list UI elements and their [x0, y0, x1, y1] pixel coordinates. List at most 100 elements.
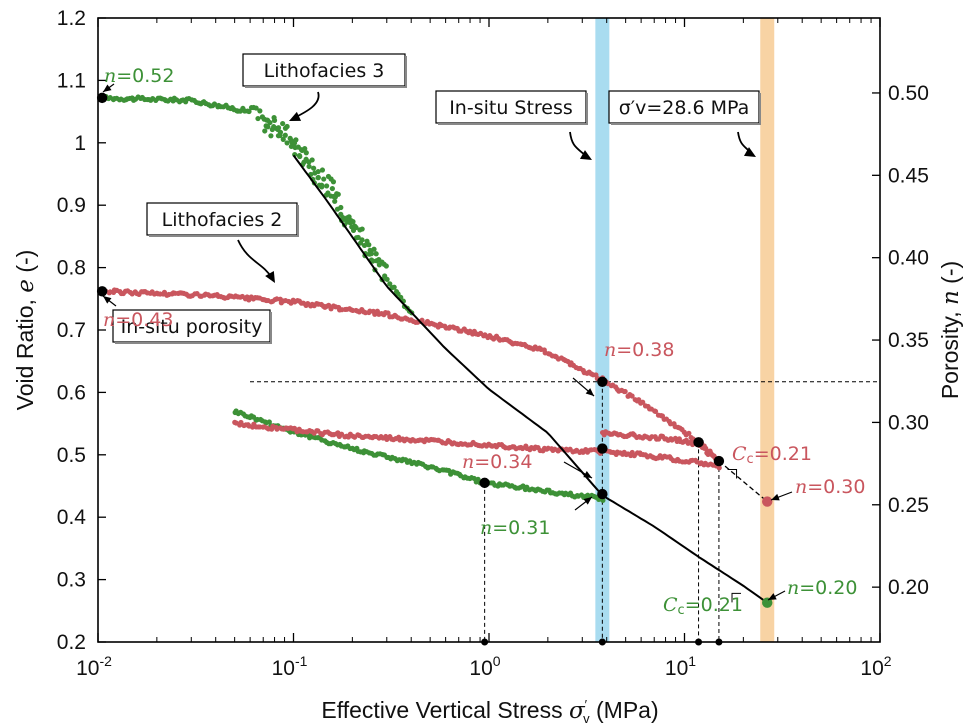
data-point	[353, 235, 360, 241]
data-point	[315, 174, 321, 181]
data-point	[255, 115, 261, 122]
x-axis-title: Effective Vertical Stress σ′ v (MPa)	[321, 697, 658, 726]
y-tick-label: 1.2	[57, 7, 86, 30]
cc-red-label-part: c	[747, 452, 754, 467]
sigma-v-arrow-head	[743, 147, 756, 157]
series-green_loading	[100, 93, 415, 316]
data-point	[319, 184, 325, 190]
y2-tick-label: 0.25	[888, 494, 929, 517]
data-point	[716, 465, 722, 471]
key-point	[713, 455, 725, 467]
y-tick-label: 1	[74, 132, 86, 155]
key-point	[96, 92, 108, 104]
data-point	[280, 120, 286, 127]
data-point	[319, 167, 326, 173]
data-point	[267, 119, 273, 126]
n038-label: n=0.38	[604, 339, 674, 361]
y-tick-label: 0.8	[57, 257, 86, 280]
axes: 10-2 10-1 100 101 1020.20.30.40.50.60.70.80.…	[12, 7, 964, 726]
cc-red-label-part: =0.21	[754, 443, 812, 465]
n038-arrow	[572, 377, 595, 397]
x-axis-title-part: v	[583, 711, 590, 726]
data-point	[652, 408, 659, 414]
max-stress-band	[760, 18, 775, 642]
data-point	[257, 108, 263, 114]
n020-label: n=0.20	[787, 577, 857, 599]
data-point	[315, 168, 321, 175]
data-point	[306, 163, 312, 170]
n030-label-part: n	[795, 476, 807, 498]
sigma-v-label-shadow-side	[759, 93, 761, 125]
n020-label-part: n	[787, 577, 799, 599]
data-point	[268, 133, 274, 139]
data-point	[383, 263, 389, 269]
data-point	[686, 430, 692, 436]
data-point	[311, 165, 317, 171]
n043-label-part: =0.43	[115, 309, 173, 331]
lithofacies3-label: Lithofacies 3	[242, 53, 407, 88]
n052-label: n=0.52	[104, 65, 174, 87]
sigma-v-label-box	[608, 90, 760, 124]
in-situ-stress-label-shadow	[438, 123, 588, 125]
y2-axis-title-part: (-)	[937, 261, 963, 290]
data-point	[330, 179, 337, 185]
n020-arrow	[767, 590, 786, 601]
key-point	[96, 286, 108, 297]
data-point	[329, 185, 335, 192]
x-axis-title-part: σ	[569, 698, 586, 724]
n052-label-part: =0.52	[116, 65, 174, 87]
in-situ-porosity-label-shadow	[115, 342, 272, 344]
in-situ-porosity-label: In-situ porosity	[112, 309, 272, 344]
data-point	[280, 136, 286, 142]
in-situ-stress-arrow	[569, 131, 592, 160]
sigma-v-label: σ′v=28.6 MPa	[608, 90, 761, 125]
lithofacies2-label-shadow-side	[297, 205, 299, 237]
data-point	[622, 388, 628, 395]
key-point	[693, 437, 704, 448]
x-axis-title-part: Effective Vertical Stress	[321, 697, 569, 723]
lithofacies2-label: Lithofacies 2	[146, 202, 299, 237]
data-point	[302, 146, 308, 152]
slope-mark-red	[727, 469, 738, 479]
y-tick-label: 0.3	[57, 569, 86, 592]
n052-arrow-head	[103, 84, 112, 92]
x-tick-exponent: 0	[493, 653, 501, 669]
y-axis-title: Void Ratio, e (-)	[12, 250, 39, 411]
cc-green-label-part: c	[678, 603, 685, 618]
data-point	[335, 191, 341, 197]
y-tick-label: 0.6	[57, 381, 86, 404]
cc-green-label: Cc=0.21	[663, 594, 743, 618]
data-point	[321, 176, 327, 182]
reference-lines	[250, 381, 880, 646]
in-situ-porosity-label-label: In-situ porosity	[121, 316, 263, 338]
data-point	[373, 251, 379, 257]
data-point	[284, 140, 290, 146]
n031-arrow-head	[583, 497, 592, 505]
n043-arrow	[102, 295, 117, 307]
red-extrapolation-line	[718, 460, 768, 503]
n031-label: n=0.31	[480, 517, 550, 539]
data-point	[282, 132, 288, 138]
n034-arrow	[563, 461, 593, 479]
data-point	[350, 219, 356, 225]
n034-label: n=0.34	[462, 451, 532, 473]
y2-axis-title-part: Porosity,	[937, 305, 963, 399]
data-point	[297, 153, 303, 160]
y-tick-label: 0.7	[57, 319, 86, 342]
stress-bands	[595, 18, 775, 642]
data-point	[332, 198, 338, 204]
lithofacies2-arrow-stem	[237, 239, 273, 279]
lithofacies3-arrow-head	[289, 111, 302, 121]
in-situ-stress-label: In-situ Stress	[435, 90, 588, 125]
data-point	[384, 276, 390, 282]
data-point	[253, 105, 259, 111]
cc-green-label-part: =0.21	[685, 594, 743, 616]
x-tick-label: 101	[665, 653, 696, 680]
n034-label-part: =0.34	[474, 451, 532, 473]
data-point	[368, 251, 375, 257]
data-point	[277, 132, 283, 139]
n034-label-part: n	[462, 451, 474, 473]
n052-arrow	[102, 83, 115, 93]
y2-axis-title: Porosity, n (-)	[937, 261, 964, 399]
